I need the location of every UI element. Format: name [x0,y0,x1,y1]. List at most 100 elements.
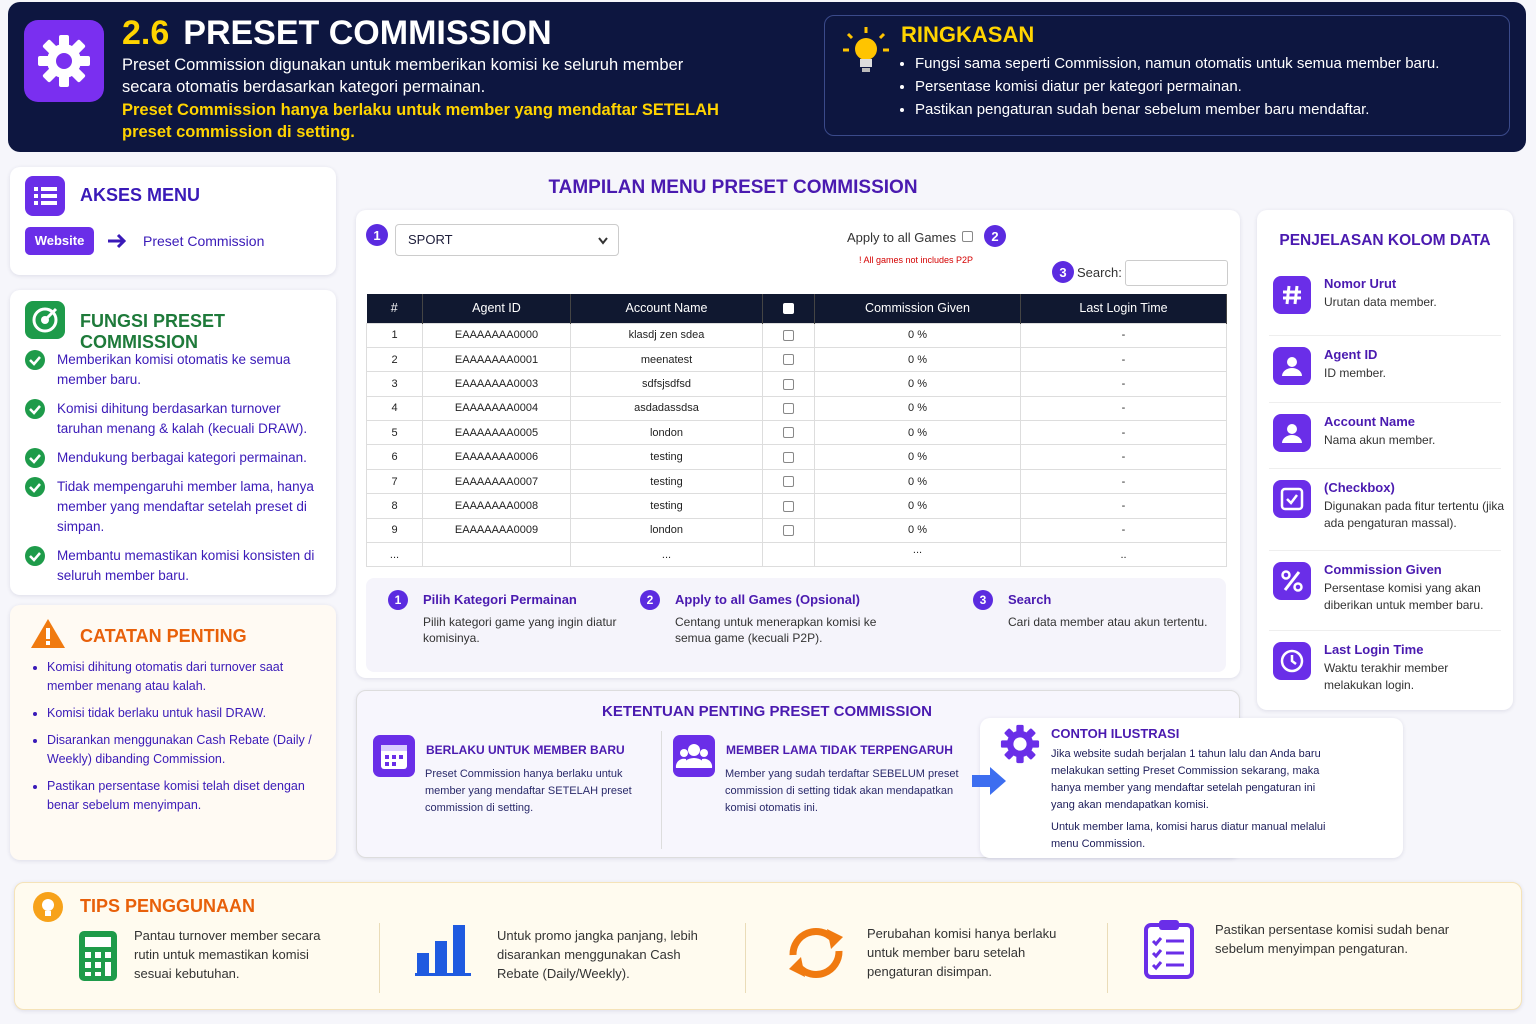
table-cell: EAAAAAAA0008 [422,493,571,519]
menu-icon [25,176,65,216]
list-icon [34,187,57,205]
row-checkbox[interactable] [783,451,794,463]
column-item: Nomor Urut Urutan data member. [1273,276,1505,346]
access-title: AKSES MENU [80,185,201,205]
tip: Pantau turnover member secara rutin untu… [79,923,419,1003]
summary-list: Fungsi sama seperti Commission, namun ot… [901,52,1439,121]
table-cell: - [1020,493,1227,519]
table-cell: EAAAAAAA0000 [422,322,571,348]
bulb-icon [843,27,889,72]
table-cell: 0 % [814,444,1021,470]
website-button[interactable]: Website [25,227,94,255]
example-text: Jika website sudah berjalan 1 tahun lalu… [1051,748,1321,811]
tip-text: Pastikan persentase komisi sudah benar s… [1215,922,1450,956]
table-cell: london [570,517,763,544]
row-checkbox[interactable] [783,354,794,366]
rule-icon [373,735,415,777]
table-row: 8 EAAAAAAA0008 testing 0 % - [366,493,1227,519]
table-cell: klasdj zen sdea [570,322,763,348]
step-text: Centang untuk menerapkan komisi ke semua… [675,615,877,645]
search-input[interactable] [1125,260,1228,286]
column-header: # [366,294,423,323]
tips-icon [33,892,63,922]
table-row: 7 EAAAAAAA0007 testing 0 % - [366,468,1227,495]
column-desc: Urutan data member. [1324,295,1437,309]
tip-text: Perubahan komisi hanya berlaku untuk mem… [867,926,1057,979]
caret [598,237,608,245]
category-select[interactable]: SPORT [395,224,619,256]
table-cell: - [1020,346,1227,373]
example-title: CONTOH ILUSTRASI [1051,726,1180,741]
table-cell: testing [570,493,763,519]
select-value: SPORT [408,232,453,247]
table-cell: 7 [366,468,423,495]
table-cell: - [1020,517,1227,544]
arrow-icon [108,233,127,249]
summary-title: RINGKASAN [901,22,1035,47]
checkbox-cell [762,346,815,373]
functions-title: FUNGSI PRESET COMMISSION [80,311,226,352]
table-cell: ... [570,542,763,568]
divider [1107,923,1108,993]
column-name: Nomor Urut [1324,276,1397,291]
notes-card: CATATAN PENTING Komisi dihitung otomatis… [10,605,336,860]
table-cell: EAAAAAAA0007 [422,468,571,495]
icon-glyph [1283,285,1301,305]
column-desc: Nama akun member. [1324,433,1436,447]
table-row: ........... [366,542,1227,568]
step-number: 3 [973,590,993,610]
menu-link[interactable]: Preset Commission [143,233,265,249]
column-name: Account Name [1324,414,1416,429]
header-icon [24,20,104,102]
apply-warning: ! All games not includes P2P [859,255,974,265]
gear-icon [38,35,90,87]
row-checkbox[interactable] [783,524,794,536]
divider [1269,630,1501,631]
checkbox[interactable] [783,303,794,315]
table-row: 2 EAAAAAAA0001 meenatest 0 % - [366,346,1227,373]
icon-glyph [1280,487,1304,511]
preview-title: TAMPILAN MENU PRESET COMMISSION [548,177,918,198]
header-title: 2.6 PRESET COMMISSION [122,14,552,53]
table-cell: sdfsjsdfsd [570,371,763,397]
summary-box: RINGKASAN Fungsi sama seperti Commission… [824,15,1510,136]
column-name: (Checkbox) [1324,480,1395,495]
row-checkbox[interactable] [783,329,794,341]
row-checkbox[interactable] [783,378,794,390]
table-cell: .. [1020,542,1227,568]
table-cell: - [1020,322,1227,348]
summary-item: Fungsi sama seperti Commission, namun ot… [915,52,1439,75]
header-description: Preset Commission digunakan untuk member… [122,56,684,96]
note-item: Komisi dihitung otomatis dari turnover s… [47,658,327,696]
row-checkbox[interactable] [783,427,794,439]
column-desc: Waktu terakhir member melakukan login. [1324,661,1449,692]
note-item: Disarankan menggunakan Cash Rebate (Dail… [47,731,327,769]
member-table: # Agent ID Account Name Commission Given Las… [366,294,1227,568]
divider [379,923,380,993]
row-checkbox[interactable] [783,476,794,488]
column-icon [1273,480,1311,518]
target-icon [25,301,65,339]
column-header: Commission Given [814,294,1021,323]
table-cell: ... [366,542,423,568]
column-desc: Digunakan pada fitur tertentu (jika ada … [1324,499,1505,530]
table-row: 6 EAAAAAAA0006 testing 0 % - [366,444,1227,470]
table-cell: ... [814,542,1021,568]
column-icon [1273,414,1311,452]
column-desc: Persentase komisi yang akan diberikan un… [1324,581,1484,612]
apply-checkbox[interactable] [962,231,973,242]
checkbox-cell [762,371,815,397]
marker: 1 [366,224,388,246]
row-checkbox[interactable] [783,402,794,414]
row-checkbox[interactable] [783,500,794,512]
divider [661,731,662,849]
note-item: Pastikan persentase komisi telah diset d… [47,777,327,815]
tip-icon [789,928,843,978]
table-cell: 0 % [814,395,1021,422]
header-note: Preset Commission hanya berlaku untuk me… [122,101,719,141]
divider [1269,468,1501,469]
notes-list: Komisi dihitung otomatis dari turnover s… [27,658,327,823]
function-text: Komisi dihitung berdasarkan turnover tar… [57,401,308,436]
table-cell: - [1020,468,1227,495]
table-cell: 0 % [814,371,1021,397]
